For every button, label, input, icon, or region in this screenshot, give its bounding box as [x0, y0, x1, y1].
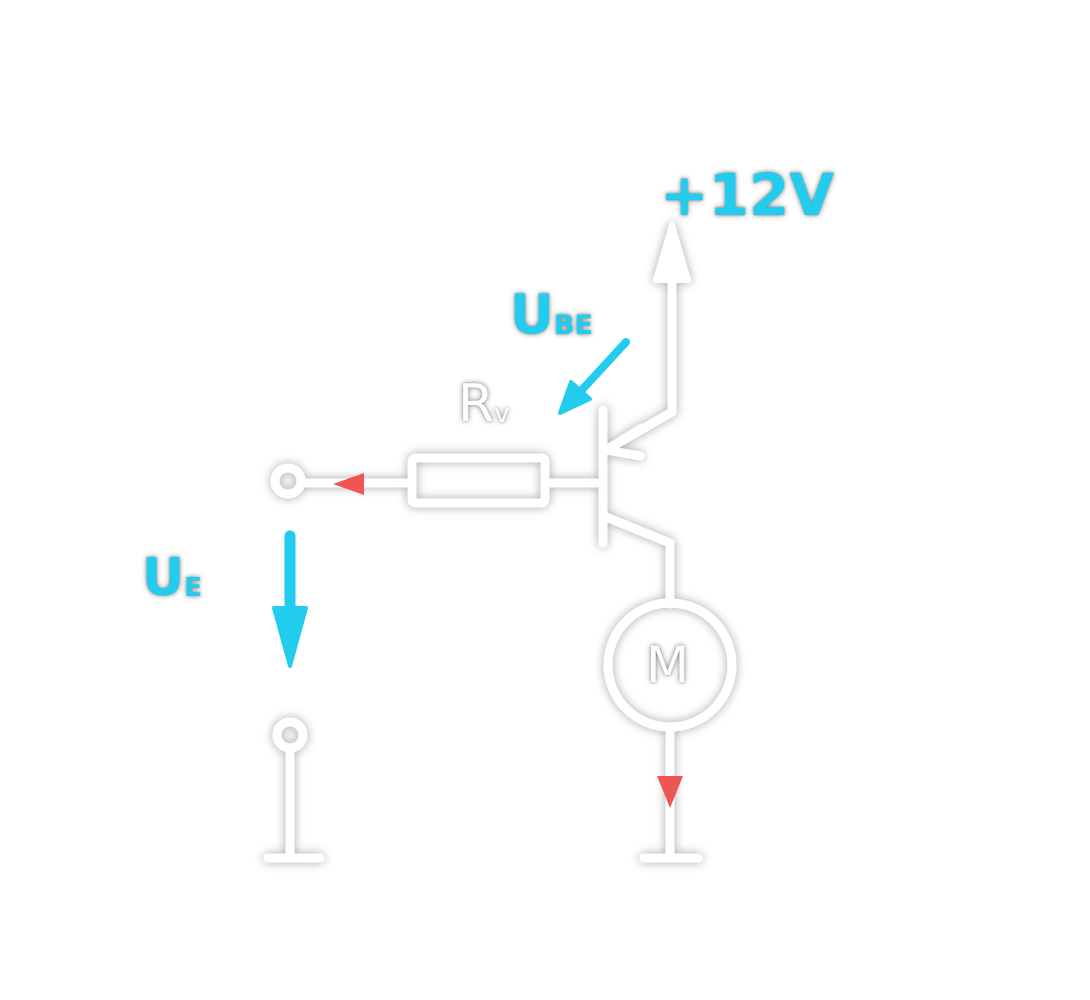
ue-voltage-arrowhead-icon [272, 606, 308, 668]
input-terminal-bottom [272, 717, 308, 753]
ube-voltage-arrow-shaft [576, 338, 630, 396]
supply-voltage-label: +12V [660, 161, 835, 229]
emitter-arrow-icon [601, 423, 647, 461]
supply-arrow-icon [653, 222, 691, 283]
current-arrow-input-icon [333, 473, 364, 495]
resistor-label: Rv [458, 374, 510, 434]
transistor-collector-leg [601, 512, 675, 609]
ube-voltage-arrowhead-icon [558, 380, 592, 415]
resistor-rv [407, 453, 550, 508]
input-terminal-top [270, 463, 306, 499]
motor-label: M [646, 636, 690, 694]
ue-label: UE [142, 548, 202, 608]
transistor-emitter-leg [601, 270, 677, 455]
current-arrow-motor-icon [657, 776, 683, 808]
ube-label: UBE [510, 283, 593, 346]
